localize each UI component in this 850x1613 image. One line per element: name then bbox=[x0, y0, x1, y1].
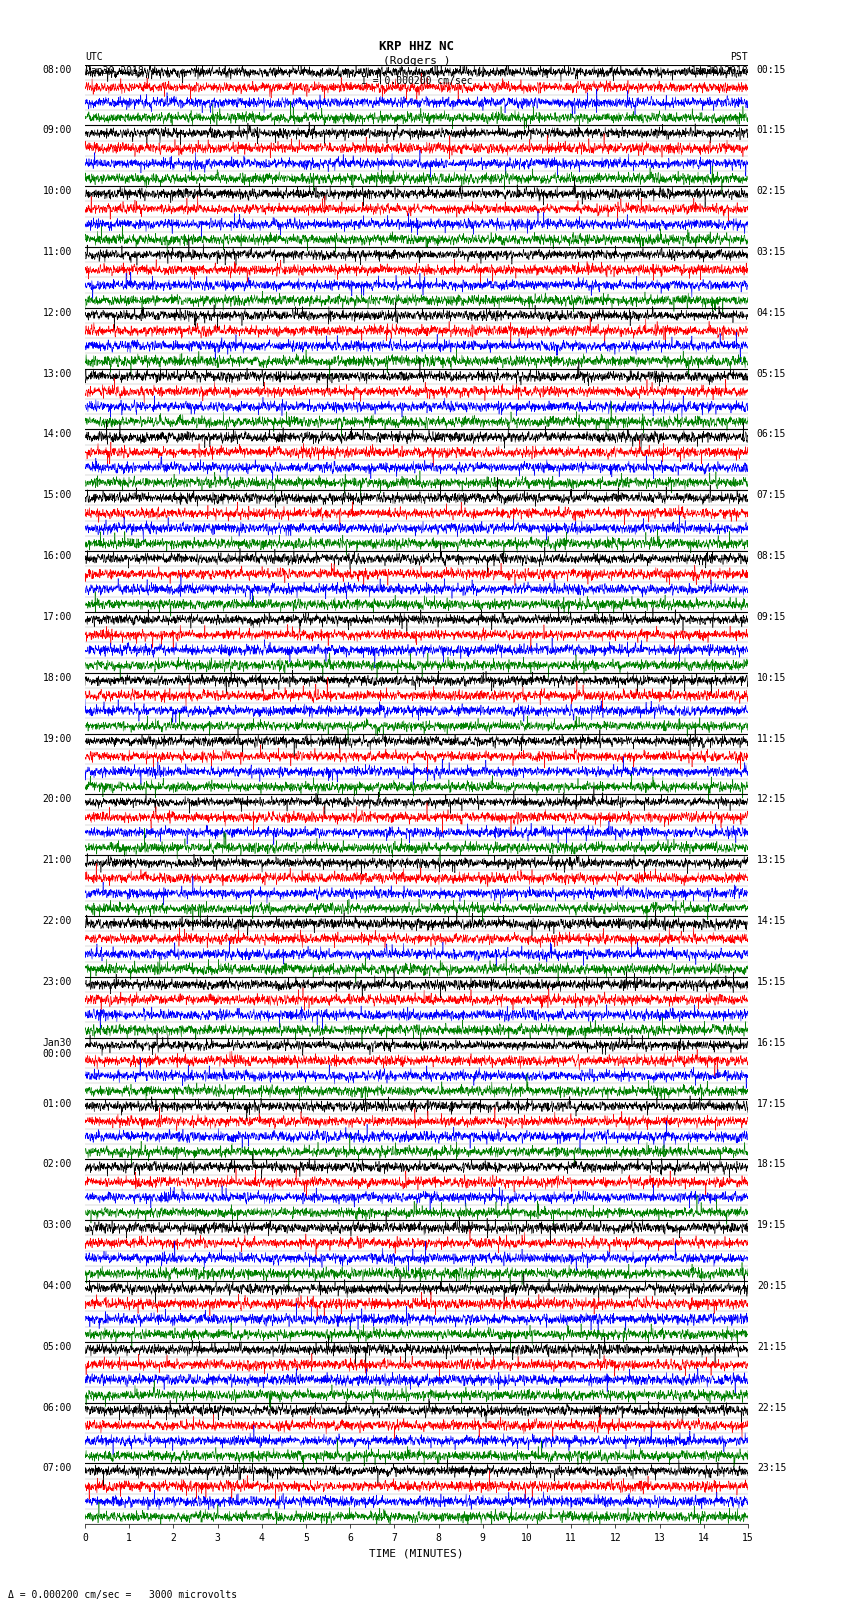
Text: 05:00: 05:00 bbox=[42, 1342, 71, 1352]
Text: 01:00: 01:00 bbox=[42, 1098, 71, 1108]
Text: 22:15: 22:15 bbox=[756, 1403, 786, 1413]
Text: 17:15: 17:15 bbox=[756, 1098, 786, 1108]
Text: 13:00: 13:00 bbox=[42, 369, 71, 379]
Text: 03:00: 03:00 bbox=[42, 1219, 71, 1231]
Text: 09:00: 09:00 bbox=[42, 126, 71, 135]
Text: 22:00: 22:00 bbox=[42, 916, 71, 926]
Text: 04:15: 04:15 bbox=[756, 308, 786, 318]
Text: (Rodgers ): (Rodgers ) bbox=[382, 56, 450, 66]
Text: 11:00: 11:00 bbox=[42, 247, 71, 256]
Text: 23:15: 23:15 bbox=[756, 1463, 786, 1473]
Text: 17:00: 17:00 bbox=[42, 611, 71, 623]
Text: KRP HHZ NC: KRP HHZ NC bbox=[379, 40, 454, 53]
Text: Δ = 0.000200 cm/sec =   3000 microvolts: Δ = 0.000200 cm/sec = 3000 microvolts bbox=[8, 1590, 238, 1600]
Text: 07:00: 07:00 bbox=[42, 1463, 71, 1473]
Text: 05:15: 05:15 bbox=[756, 369, 786, 379]
Text: 13:15: 13:15 bbox=[756, 855, 786, 865]
Text: 15:00: 15:00 bbox=[42, 490, 71, 500]
Text: Jan30,2018: Jan30,2018 bbox=[689, 66, 748, 76]
Text: 10:00: 10:00 bbox=[42, 185, 71, 197]
Text: I = 0.000200 cm/sec: I = 0.000200 cm/sec bbox=[360, 76, 473, 85]
Text: 01:15: 01:15 bbox=[756, 126, 786, 135]
Text: 11:15: 11:15 bbox=[756, 734, 786, 744]
Text: 08:00: 08:00 bbox=[42, 65, 71, 74]
Text: 04:00: 04:00 bbox=[42, 1281, 71, 1290]
Text: 18:00: 18:00 bbox=[42, 673, 71, 682]
Text: 12:00: 12:00 bbox=[42, 308, 71, 318]
Text: 00:15: 00:15 bbox=[756, 65, 786, 74]
Text: Jan30,2018: Jan30,2018 bbox=[85, 66, 144, 76]
Text: 03:15: 03:15 bbox=[756, 247, 786, 256]
Text: 16:15: 16:15 bbox=[756, 1037, 786, 1048]
Text: 19:15: 19:15 bbox=[756, 1219, 786, 1231]
Text: 19:00: 19:00 bbox=[42, 734, 71, 744]
Text: 14:00: 14:00 bbox=[42, 429, 71, 439]
Text: 15:15: 15:15 bbox=[756, 977, 786, 987]
Text: 20:15: 20:15 bbox=[756, 1281, 786, 1290]
Text: 07:15: 07:15 bbox=[756, 490, 786, 500]
Text: 14:15: 14:15 bbox=[756, 916, 786, 926]
Text: PST: PST bbox=[730, 52, 748, 61]
Text: 10:15: 10:15 bbox=[756, 673, 786, 682]
Text: Jan30
00:00: Jan30 00:00 bbox=[42, 1037, 71, 1060]
X-axis label: TIME (MINUTES): TIME (MINUTES) bbox=[369, 1548, 464, 1558]
Text: UTC: UTC bbox=[85, 52, 103, 61]
Text: 16:00: 16:00 bbox=[42, 552, 71, 561]
Text: 18:15: 18:15 bbox=[756, 1160, 786, 1169]
Text: 06:00: 06:00 bbox=[42, 1403, 71, 1413]
Text: 21:15: 21:15 bbox=[756, 1342, 786, 1352]
Text: 02:15: 02:15 bbox=[756, 185, 786, 197]
Text: 09:15: 09:15 bbox=[756, 611, 786, 623]
Text: 02:00: 02:00 bbox=[42, 1160, 71, 1169]
Text: 08:15: 08:15 bbox=[756, 552, 786, 561]
Text: 21:00: 21:00 bbox=[42, 855, 71, 865]
Text: 06:15: 06:15 bbox=[756, 429, 786, 439]
Text: 23:00: 23:00 bbox=[42, 977, 71, 987]
Text: 20:00: 20:00 bbox=[42, 795, 71, 805]
Text: 12:15: 12:15 bbox=[756, 795, 786, 805]
